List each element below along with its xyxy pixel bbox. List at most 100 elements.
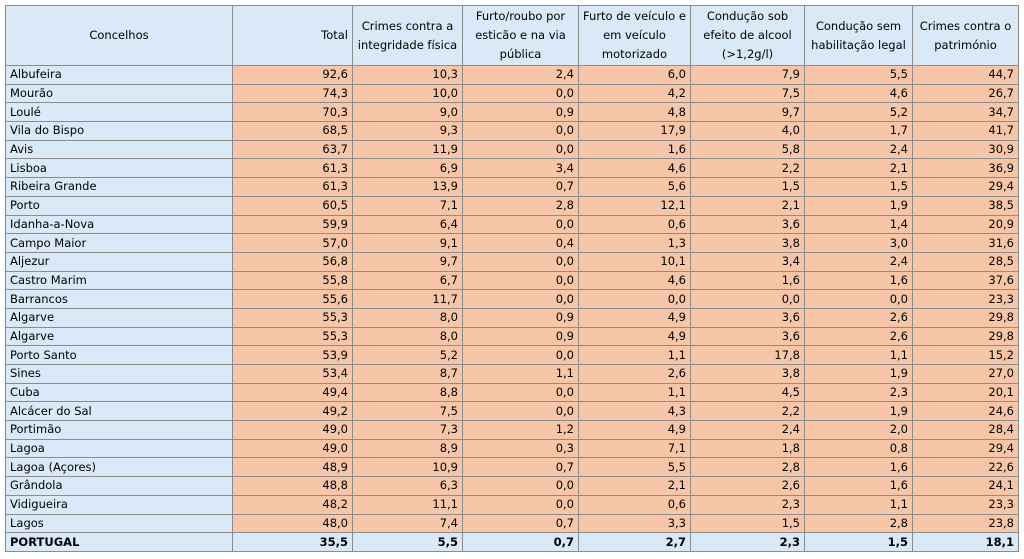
header-row: Concelhos Total Crimes contra a integridad… <box>5 5 1019 66</box>
cell: 0,9 <box>462 326 579 347</box>
cell: 17,8 <box>690 345 805 365</box>
cell: 2,8 <box>804 513 913 534</box>
cell: 8,0 <box>352 326 463 347</box>
cell: 2,1 <box>804 158 913 179</box>
cell: 2,4 <box>804 139 913 160</box>
cell: 1,9 <box>804 364 913 384</box>
cell: 20,9 <box>912 214 1019 235</box>
row-label: Alcácer do Sal <box>5 401 233 422</box>
row-label: Vila do Bispo <box>5 121 233 141</box>
column-header: Condução sob efeito de alcool (>1,2g/l) <box>690 5 805 66</box>
cell: 4,8 <box>578 102 691 123</box>
cell: 1,1 <box>804 345 913 365</box>
cell: 6,9 <box>352 158 463 179</box>
row-label: Sines <box>5 364 233 384</box>
cell: 2,1 <box>690 195 805 216</box>
cell: 92,6 <box>232 65 353 85</box>
cell: 0,3 <box>462 438 579 459</box>
cell: 1,7 <box>804 121 913 141</box>
data-row: Lisboa 61,3 6,9 3,4 4,6 2,2 2,1 36,9 <box>5 158 1019 179</box>
cell: 61,3 <box>232 158 353 179</box>
row-label: Avis <box>5 139 233 160</box>
row-label: Algarve <box>5 326 233 347</box>
cell: 8,7 <box>352 364 463 384</box>
column-header: Concelhos <box>5 5 233 66</box>
cell: 74,3 <box>232 83 353 104</box>
cell: 48,8 <box>232 476 353 496</box>
data-row: Avis 63,7 11,9 0,0 1,6 5,8 2,4 30,9 <box>5 139 1019 160</box>
cell: 24,1 <box>912 476 1019 496</box>
row-label: Algarve <box>5 307 233 328</box>
column-header: Total <box>232 5 353 66</box>
cell: 10,9 <box>352 457 463 478</box>
cell: 2,6 <box>690 476 805 496</box>
row-label: Cuba <box>5 382 233 403</box>
cell: 63,7 <box>232 139 353 160</box>
cell: 0,4 <box>462 233 579 253</box>
cell: 2,2 <box>690 401 805 422</box>
cell: 4,9 <box>578 326 691 347</box>
cell: 4,9 <box>578 420 691 440</box>
cell: 10,3 <box>352 65 463 85</box>
cell: 60,5 <box>232 195 353 216</box>
cell: 9,0 <box>352 102 463 123</box>
cell: 0,0 <box>578 289 691 309</box>
cell: 10,1 <box>578 251 691 272</box>
cell: 2,8 <box>690 457 805 478</box>
cell: 29,4 <box>912 438 1019 459</box>
cell: 8,0 <box>352 307 463 328</box>
cell: 8,9 <box>352 438 463 459</box>
cell: 5,6 <box>578 177 691 197</box>
cell: 28,5 <box>912 251 1019 272</box>
cell: 1,1 <box>804 494 913 515</box>
cell: 1,3 <box>578 233 691 253</box>
cell: 2,0 <box>804 420 913 440</box>
cell: 5,5 <box>352 532 463 552</box>
cell: 9,1 <box>352 233 463 253</box>
cell: 15,2 <box>912 345 1019 365</box>
cell: 30,9 <box>912 139 1019 160</box>
cell: 3,6 <box>690 326 805 347</box>
cell: 0,0 <box>690 289 805 309</box>
cell: 53,4 <box>232 364 353 384</box>
cell: 3,6 <box>690 307 805 328</box>
cell: 2,8 <box>462 195 579 216</box>
cell: 3,4 <box>462 158 579 179</box>
cell: 20,1 <box>912 382 1019 403</box>
cell: 1,1 <box>462 364 579 384</box>
cell: 4,9 <box>578 307 691 328</box>
data-row: Mourão 74,3 10,0 0,0 4,2 7,5 4,6 26,7 <box>5 83 1019 104</box>
cell: 2,6 <box>804 326 913 347</box>
cell: 0,6 <box>578 494 691 515</box>
cell: 0,9 <box>462 102 579 123</box>
row-label: Idanha-a-Nova <box>5 214 233 235</box>
total-row: PORTUGAL 35,5 5,5 0,7 2,7 2,3 1,5 18,1 <box>5 532 1019 552</box>
data-row: Porto 60,5 7,1 2,8 12,1 2,1 1,9 38,5 <box>5 195 1019 216</box>
cell: 35,5 <box>232 532 353 552</box>
row-label: Castro Marim <box>5 270 233 291</box>
cell: 3,6 <box>690 214 805 235</box>
data-row: Aljezur 56,8 9,7 0,0 10,1 3,4 2,4 28,5 <box>5 251 1019 272</box>
cell: 1,6 <box>804 270 913 291</box>
cell: 11,9 <box>352 139 463 160</box>
row-label: Vidigueira <box>5 494 233 515</box>
cell: 29,8 <box>912 326 1019 347</box>
cell: 1,6 <box>804 476 913 496</box>
cell: 5,2 <box>352 345 463 365</box>
cell: 68,5 <box>232 121 353 141</box>
cell: 1,2 <box>462 420 579 440</box>
cell: 31,6 <box>912 233 1019 253</box>
data-row: Sines 53,4 8,7 1,1 2,6 3,8 1,9 27,0 <box>5 364 1019 384</box>
cell: 0,0 <box>462 382 579 403</box>
cell: 3,8 <box>690 233 805 253</box>
column-header: Condução sem habilitação legal <box>804 5 913 66</box>
cell: 0,0 <box>462 83 579 104</box>
data-row: Albufeira 92,6 10,3 2,4 6,0 7,9 5,5 44,7 <box>5 65 1019 85</box>
cell: 2,2 <box>690 158 805 179</box>
cell: 6,0 <box>578 65 691 85</box>
cell: 8,8 <box>352 382 463 403</box>
cell: 13,9 <box>352 177 463 197</box>
cell: 2,1 <box>578 476 691 496</box>
cell: 3,0 <box>804 233 913 253</box>
